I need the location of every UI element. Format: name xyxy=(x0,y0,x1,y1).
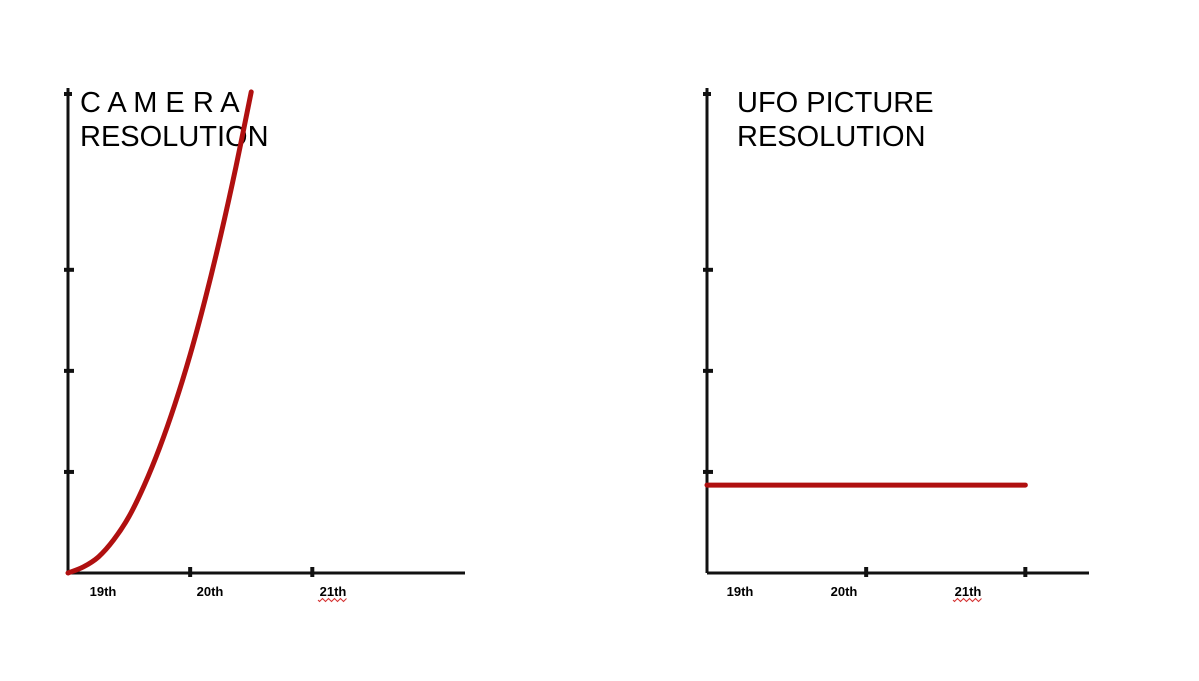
chart-title-line: UFO PICTURE xyxy=(737,87,934,119)
chart-title-line: RESOLUTION xyxy=(737,121,926,153)
x-tick-label: 20th xyxy=(197,584,224,599)
x-tick-label: 19th xyxy=(90,584,117,599)
chart-title-line: C A M E R A xyxy=(80,87,240,119)
spellcheck-underline xyxy=(317,597,347,603)
chart-title-line: RESOLUTION xyxy=(80,121,269,153)
spellcheck-underline xyxy=(952,597,982,603)
x-tick-label: 19th xyxy=(727,584,754,599)
x-tick-label: 21th xyxy=(320,584,347,599)
series-line xyxy=(65,89,254,576)
x-tick-label: 20th xyxy=(831,584,858,599)
x-tick-label: 21th xyxy=(955,584,982,599)
